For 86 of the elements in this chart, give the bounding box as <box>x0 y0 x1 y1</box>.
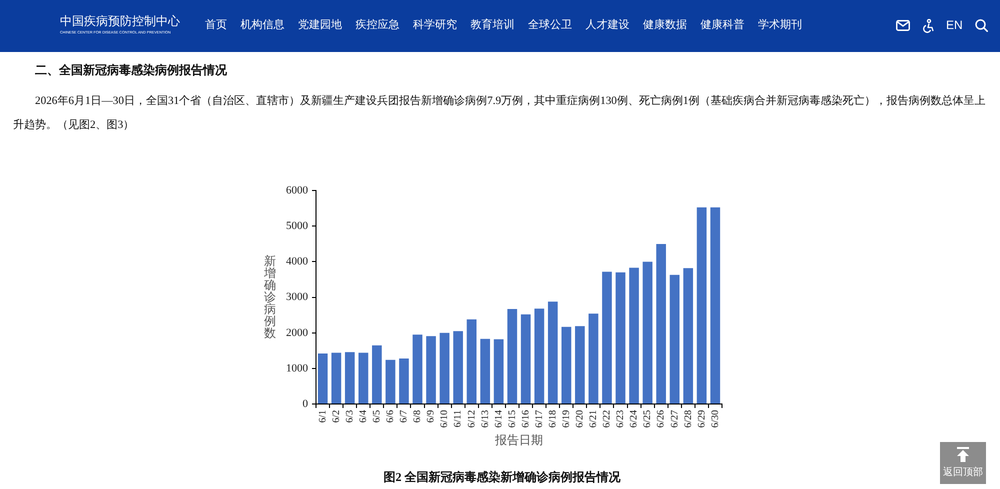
bar <box>575 326 585 404</box>
x-tick-label: 6/30 <box>710 410 721 428</box>
text: 首页 <box>205 18 227 33</box>
y-tick-label: 1000 <box>286 362 308 374</box>
x-tick-label: 6/4 <box>358 410 369 423</box>
x-tick-label: 6/3 <box>344 410 356 423</box>
text: 人才建设 <box>586 18 630 33</box>
bar <box>480 338 490 404</box>
bar <box>440 332 450 404</box>
x-tick-label: 6/6 <box>385 410 396 423</box>
x-tick-label: 6/11 <box>452 410 464 428</box>
bar <box>386 360 396 404</box>
x-tick-label: 6/13 <box>480 410 491 428</box>
bar <box>399 358 409 404</box>
bar <box>642 262 652 404</box>
bar <box>426 336 436 404</box>
x-tick-label: 6/26 <box>656 410 667 428</box>
text: 2026年6月1日—30日，全国31个省（自治区、直辖市）及新疆生产建设兵团报告新增确诊病例7.9万例，其中重症病例130例、死亡病例1例（基础疾病合并新冠病毒感染死亡），报告病例数总体呈上升趋势。（见图2、图3） <box>13 94 986 133</box>
text: 全球公卫 <box>528 18 572 33</box>
x-tick-label: 6/12 <box>466 410 478 428</box>
text: 科学研究 <box>413 18 457 33</box>
bar <box>696 207 707 404</box>
y-tick-label: 6000 <box>286 184 308 196</box>
text: 中国疾病预防控制中心 <box>60 14 180 28</box>
y-tick-label: 5000 <box>286 220 308 232</box>
x-tick-label: 6/23 <box>615 410 626 428</box>
text: EN <box>946 17 963 33</box>
bar <box>561 326 572 404</box>
text: 党建园地 <box>298 18 342 33</box>
x-tick-label: 6/17 <box>534 410 545 428</box>
y-tick-label: 0 <box>302 398 308 410</box>
x-tick-label: 6/25 <box>642 410 654 428</box>
y-tick-label: 4000 <box>286 256 308 268</box>
bar <box>372 345 382 404</box>
text: 疾控应急 <box>356 18 400 33</box>
bar <box>344 352 355 404</box>
x-tick-label: 6/1 <box>317 410 328 423</box>
text: 学术期刊 <box>758 18 802 33</box>
x-tick-label: 6/20 <box>574 410 586 428</box>
bar <box>534 308 544 404</box>
bar <box>710 207 720 404</box>
y-axis-title: 新增确诊病例数 <box>264 254 277 340</box>
bar <box>616 272 626 404</box>
x-tick-label: 6/16 <box>520 410 532 428</box>
x-tick-label: 6/22 <box>602 410 613 428</box>
x-tick-label: 6/24 <box>628 410 640 428</box>
bar <box>358 352 368 404</box>
text: 图2 全国新冠病毒感染新增确诊病例报告情况 <box>382 469 622 485</box>
text: 机构信息 <box>240 18 284 33</box>
x-tick-label: 6/18 <box>547 410 558 428</box>
bar <box>507 309 518 404</box>
bar <box>548 302 558 404</box>
x-tick-label: 6/7 <box>398 410 410 423</box>
bar <box>683 268 694 404</box>
x-tick-label: 6/14 <box>493 410 504 428</box>
bar <box>656 244 666 404</box>
x-tick-label: 6/19 <box>560 410 572 428</box>
x-tick-label: 6/9 <box>426 410 437 423</box>
y-tick-label: 3000 <box>286 291 308 304</box>
x-tick-label: 6/8 <box>412 410 424 423</box>
bar <box>670 274 680 404</box>
bar <box>412 334 422 404</box>
x-tick-label: 6/10 <box>439 410 450 428</box>
x-tick-label: 6/15 <box>506 410 518 428</box>
x-tick-label: 6/2 <box>330 410 342 423</box>
text: 返回顶部 <box>942 467 984 479</box>
x-tick-label: 6/29 <box>696 410 708 428</box>
text: 健康科普 <box>700 18 744 33</box>
bar <box>318 353 328 404</box>
bar <box>494 339 504 404</box>
text: 健康数据 <box>643 18 687 33</box>
text: 教育培训 <box>470 18 514 33</box>
text: 二、全国新冠病毒感染病例报告情况 <box>35 62 227 78</box>
y-tick-label: 2000 <box>286 326 308 339</box>
bar <box>331 352 342 404</box>
x-tick-label: 6/27 <box>669 410 680 428</box>
bar <box>520 314 531 404</box>
bar <box>588 314 598 404</box>
bar <box>602 272 612 404</box>
x-axis-title: 报告日期 <box>494 432 543 447</box>
x-tick-label: 6/21 <box>588 410 600 428</box>
x-tick-label: 6/5 <box>372 410 383 423</box>
x-tick-label: 6/28 <box>682 410 694 428</box>
bar <box>466 319 477 404</box>
bar <box>453 331 463 404</box>
bar <box>629 268 639 404</box>
